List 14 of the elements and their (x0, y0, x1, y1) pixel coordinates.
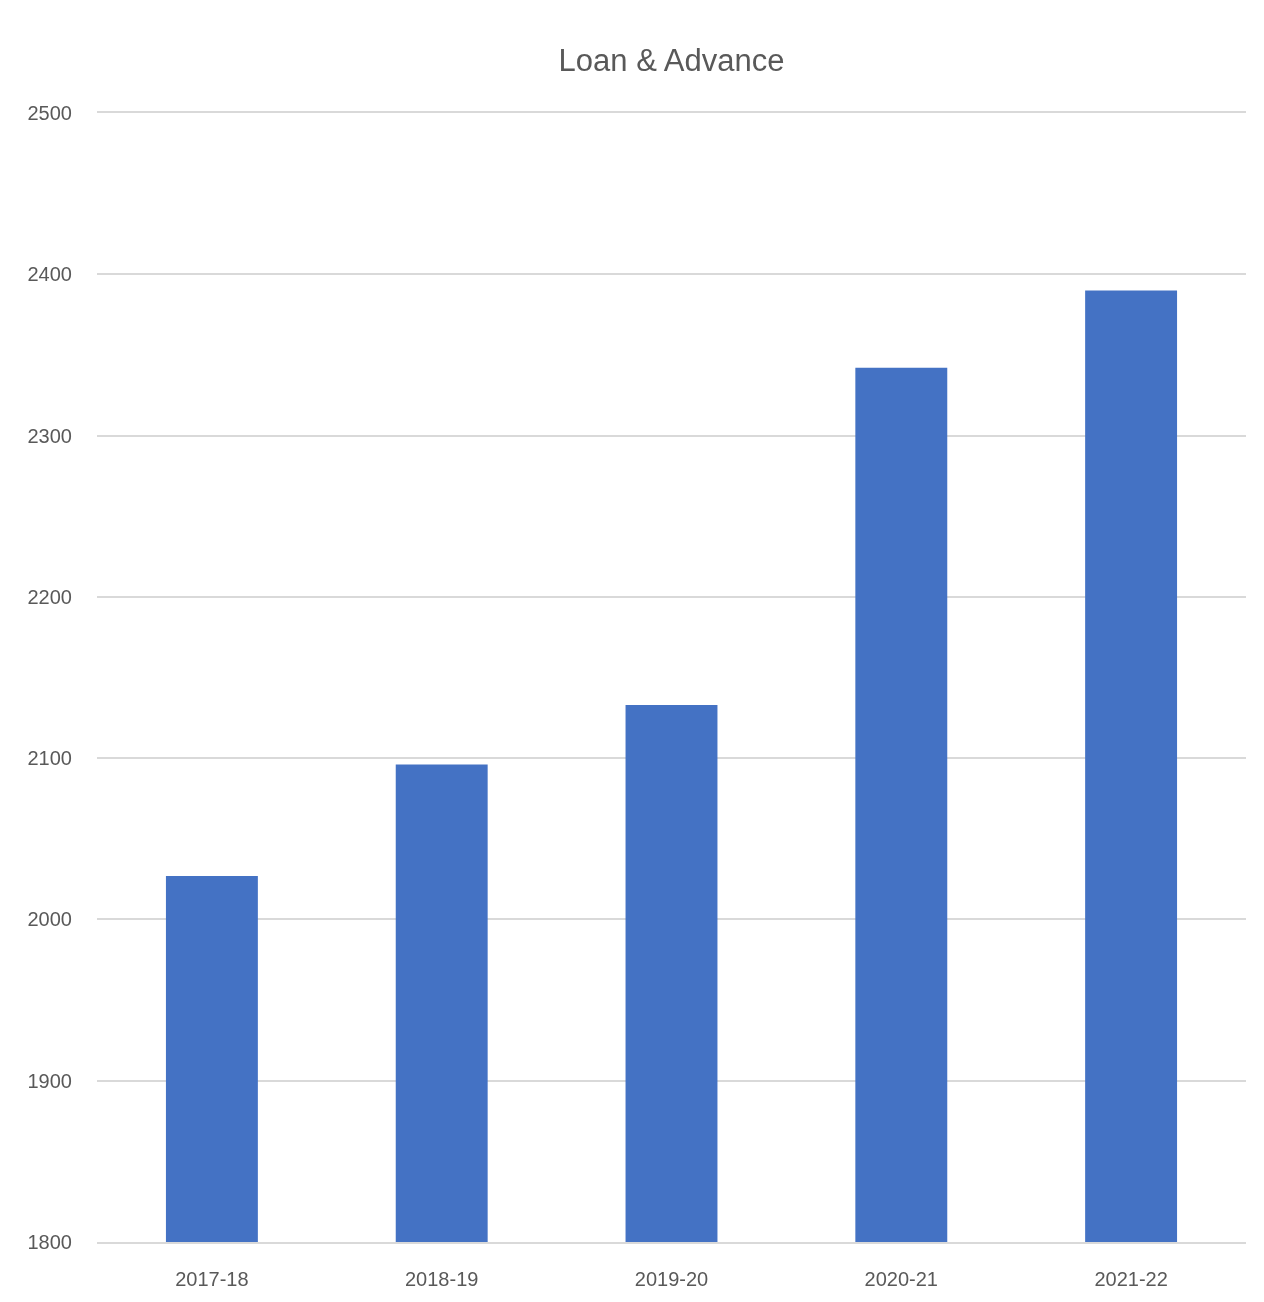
y-tick-label: 2100 (27, 747, 72, 770)
y-tick-label: 2000 (27, 908, 72, 931)
chart-title: Loan & Advance (558, 42, 785, 78)
x-tick-label: 2020-21 (864, 1267, 938, 1290)
x-tick-label: 2017-18 (175, 1267, 249, 1290)
y-tick-label: 1800 (27, 1231, 72, 1253)
x-tick-label: 2018-19 (405, 1267, 479, 1290)
x-tick-label: 2021-22 (1094, 1267, 1168, 1290)
y-tick-label: 2500 (27, 102, 72, 124)
y-tick-label: 2200 (27, 585, 72, 608)
x-tick-label: 2019-20 (634, 1267, 709, 1290)
y-tick-label: 1900 (27, 1069, 72, 1092)
y-tick-label: 2400 (27, 263, 72, 286)
y-tick-label: 2300 (27, 424, 72, 447)
